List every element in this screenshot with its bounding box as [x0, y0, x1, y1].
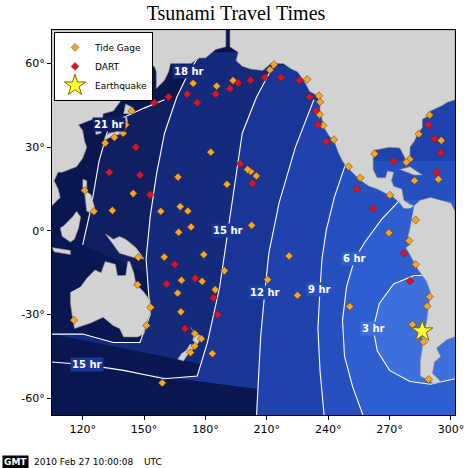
svg-text:15 hr: 15 hr: [72, 359, 102, 370]
svg-text:DART: DART: [95, 62, 120, 72]
svg-text:15 hr: 15 hr: [213, 225, 243, 236]
svg-text:180°: 180°: [192, 423, 219, 436]
svg-text:-30°: -30°: [21, 308, 44, 321]
svg-text:270°: 270°: [376, 423, 403, 436]
svg-text:21 hr: 21 hr: [94, 119, 124, 130]
svg-text:60°: 60°: [25, 57, 45, 70]
svg-text:6 hr: 6 hr: [343, 253, 366, 264]
svg-text:210°: 210°: [254, 423, 281, 436]
svg-text:-60°: -60°: [21, 392, 44, 405]
svg-text:Tide Gage: Tide Gage: [94, 43, 141, 53]
svg-text:18 hr: 18 hr: [174, 66, 204, 77]
svg-text:2010 Feb 27 10:00:08: 2010 Feb 27 10:00:08: [34, 457, 134, 467]
svg-text:Tsunami Travel Times: Tsunami Travel Times: [147, 2, 326, 24]
svg-text:3 hr: 3 hr: [362, 323, 385, 334]
svg-text:9 hr: 9 hr: [308, 284, 331, 295]
svg-text:30°: 30°: [25, 141, 45, 154]
svg-text:GMT: GMT: [4, 457, 27, 467]
svg-text:12 hr: 12 hr: [250, 287, 280, 298]
svg-text:0°: 0°: [32, 225, 45, 238]
svg-text:150°: 150°: [131, 423, 158, 436]
svg-text:120°: 120°: [69, 423, 96, 436]
svg-text:240°: 240°: [315, 423, 342, 436]
svg-text:UTC: UTC: [144, 457, 162, 467]
svg-text:Earthquake: Earthquake: [95, 81, 147, 91]
svg-text:300°: 300°: [438, 423, 465, 436]
